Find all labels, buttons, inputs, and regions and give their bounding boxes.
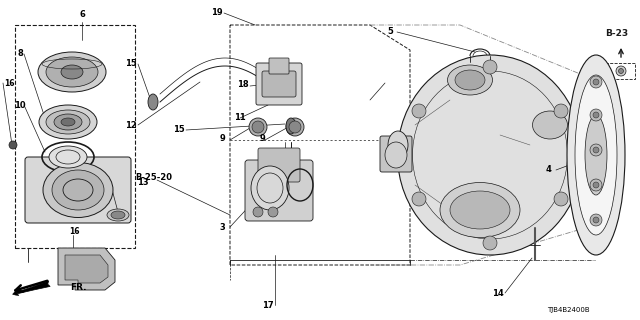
Ellipse shape — [289, 121, 301, 133]
Text: B-25-20: B-25-20 — [135, 172, 172, 181]
Text: 8: 8 — [17, 49, 23, 58]
Circle shape — [268, 207, 278, 217]
Circle shape — [590, 214, 602, 226]
Ellipse shape — [616, 66, 626, 76]
Ellipse shape — [43, 163, 113, 218]
Ellipse shape — [61, 65, 83, 79]
Ellipse shape — [52, 170, 104, 210]
Ellipse shape — [111, 211, 125, 219]
Circle shape — [593, 147, 599, 153]
Circle shape — [483, 236, 497, 250]
Circle shape — [590, 76, 602, 88]
Ellipse shape — [252, 121, 264, 133]
Circle shape — [590, 179, 602, 191]
Bar — [607, 63, 635, 79]
Circle shape — [483, 60, 497, 74]
Text: 19: 19 — [211, 7, 223, 17]
Ellipse shape — [148, 94, 158, 110]
Text: 11: 11 — [234, 113, 246, 122]
Text: 18: 18 — [237, 79, 249, 89]
FancyBboxPatch shape — [262, 71, 296, 97]
Circle shape — [9, 141, 17, 149]
Ellipse shape — [618, 68, 623, 74]
Ellipse shape — [388, 131, 408, 159]
Circle shape — [68, 260, 78, 270]
Circle shape — [554, 192, 568, 206]
Bar — [15, 25, 135, 248]
Circle shape — [593, 182, 599, 188]
FancyBboxPatch shape — [380, 136, 412, 172]
Circle shape — [593, 217, 599, 223]
Polygon shape — [65, 255, 108, 283]
FancyBboxPatch shape — [269, 58, 289, 74]
Ellipse shape — [385, 142, 407, 168]
Ellipse shape — [450, 191, 510, 229]
Text: TJB4B2400B: TJB4B2400B — [547, 307, 589, 313]
Ellipse shape — [107, 209, 129, 221]
Ellipse shape — [251, 166, 289, 210]
FancyBboxPatch shape — [25, 157, 131, 223]
Text: 15: 15 — [125, 59, 137, 68]
Text: 5: 5 — [387, 27, 393, 36]
Text: 10: 10 — [14, 100, 26, 109]
Ellipse shape — [567, 55, 625, 255]
Text: 15: 15 — [173, 124, 185, 133]
Text: 17: 17 — [262, 301, 274, 310]
Circle shape — [593, 112, 599, 118]
Circle shape — [412, 104, 426, 118]
Ellipse shape — [575, 75, 617, 235]
Circle shape — [593, 79, 599, 85]
Ellipse shape — [46, 110, 90, 134]
Ellipse shape — [39, 105, 97, 139]
Circle shape — [412, 192, 426, 206]
Text: B-23: B-23 — [605, 29, 628, 38]
Ellipse shape — [54, 114, 82, 130]
Text: 13: 13 — [137, 178, 149, 187]
Circle shape — [590, 144, 602, 156]
Ellipse shape — [49, 146, 87, 168]
Ellipse shape — [286, 118, 296, 134]
FancyBboxPatch shape — [245, 160, 313, 221]
Ellipse shape — [46, 57, 98, 87]
Polygon shape — [58, 248, 115, 290]
Text: 3: 3 — [219, 222, 225, 231]
Ellipse shape — [286, 118, 304, 136]
Circle shape — [554, 104, 568, 118]
Text: 4: 4 — [546, 164, 552, 173]
Ellipse shape — [440, 182, 520, 237]
Ellipse shape — [455, 70, 485, 90]
FancyBboxPatch shape — [258, 148, 300, 182]
Text: 12: 12 — [125, 121, 137, 130]
Text: 9: 9 — [259, 133, 265, 142]
Text: 16: 16 — [68, 228, 79, 236]
Ellipse shape — [249, 118, 267, 136]
Text: FR.: FR. — [70, 284, 86, 292]
Text: 16: 16 — [4, 78, 15, 87]
Text: 6: 6 — [79, 10, 85, 19]
Text: 9: 9 — [219, 133, 225, 142]
Circle shape — [590, 109, 602, 121]
Text: 14: 14 — [492, 289, 504, 298]
Ellipse shape — [585, 115, 607, 195]
Ellipse shape — [397, 55, 582, 255]
Ellipse shape — [38, 52, 106, 92]
Circle shape — [253, 207, 263, 217]
FancyBboxPatch shape — [256, 63, 302, 105]
Ellipse shape — [447, 65, 493, 95]
Bar — [605, 42, 637, 80]
Ellipse shape — [61, 118, 75, 126]
Ellipse shape — [532, 111, 568, 139]
